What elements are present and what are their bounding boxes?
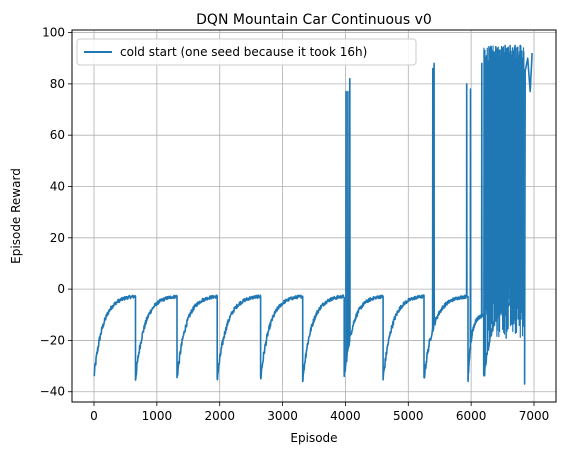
plot-frame (71, 29, 557, 403)
x-tick-label: 6000 (456, 409, 487, 423)
y-tick-label: 60 (50, 128, 65, 142)
y-tick-label: 100 (42, 26, 65, 40)
legend-box (76, 38, 417, 66)
x-tick-label: 1000 (142, 409, 173, 423)
x-tick-label: 4000 (330, 409, 361, 423)
y-tick-label: 80 (50, 77, 65, 91)
x-axis-ticks: 0 1000 2000 3000 4000 5000 6000 7000 (90, 402, 549, 423)
y-tick-label: 20 (50, 231, 65, 245)
legend-label: cold start (one seed because it took 16h… (120, 45, 367, 59)
series-line (93, 44, 533, 385)
y-axis-ticks: −40 −20 0 20 40 60 80 100 (40, 26, 72, 399)
y-tick-label: 40 (50, 179, 65, 193)
y-axis-label: Episode Reward (9, 168, 23, 264)
y-tick-label: −20 (40, 333, 65, 347)
y-tick-label: 0 (57, 282, 65, 296)
y-tick-label: −40 (40, 385, 65, 399)
chart-title: DQN Mountain Car Continuous v0 (196, 12, 432, 28)
x-axis-label: Episode (290, 431, 337, 445)
legend: cold start (one seed because it took 16h… (76, 38, 417, 66)
x-tick-label: 2000 (204, 409, 235, 423)
x-tick-label: 7000 (519, 409, 550, 423)
grid-lines (72, 30, 556, 402)
x-tick-label: 0 (90, 409, 98, 423)
series-oscillation-band (483, 45, 525, 339)
series-lines (93, 44, 533, 385)
x-tick-label: 3000 (267, 409, 298, 423)
x-tick-label: 5000 (393, 409, 424, 423)
